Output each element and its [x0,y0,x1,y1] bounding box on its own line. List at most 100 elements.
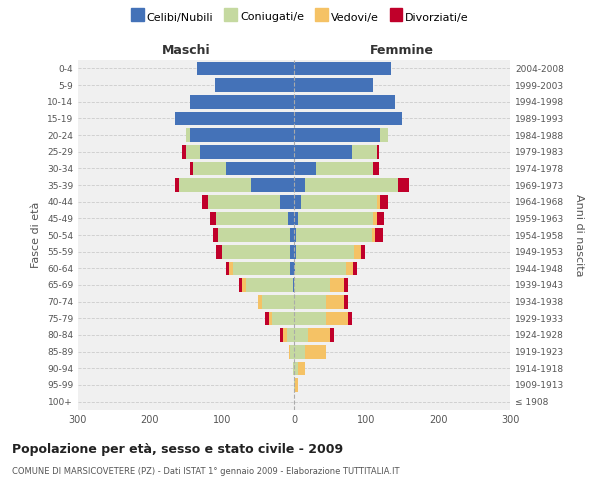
Bar [293,362,294,375]
Bar [398,178,409,192]
Text: COMUNE DI MARSICOVETERE (PZ) - Dati ISTAT 1° gennaio 2009 - Elaborazione TUTTITA: COMUNE DI MARSICOVETERE (PZ) - Dati ISTA… [12,468,400,476]
Bar [372,228,376,242]
Bar [215,78,294,92]
Bar [305,345,326,358]
Bar [344,278,348,292]
Bar [197,62,294,75]
Bar [294,195,301,208]
Bar [186,128,190,142]
Bar [330,278,344,292]
Bar [202,195,208,208]
Bar [380,195,388,208]
Bar [294,245,296,258]
Bar [175,112,294,125]
Bar [295,262,346,275]
Bar [330,328,334,342]
Bar [296,228,372,242]
Bar [294,112,402,125]
Bar [296,245,354,258]
Bar [294,162,316,175]
Bar [216,245,222,258]
Bar [294,62,391,75]
Bar [295,378,298,392]
Bar [269,312,272,325]
Bar [373,162,379,175]
Bar [377,195,380,208]
Bar [293,278,294,292]
Bar [294,278,330,292]
Bar [301,195,377,208]
Bar [283,328,287,342]
Bar [294,128,380,142]
Bar [294,228,296,242]
Bar [212,228,218,242]
Bar [305,178,398,192]
Legend: Celibi/Nubili, Coniugati/e, Vedovi/e, Divorziati/e: Celibi/Nubili, Coniugati/e, Vedovi/e, Di… [127,8,473,27]
Bar [233,262,290,275]
Bar [222,245,290,258]
Bar [380,128,388,142]
Text: Popolazione per età, sesso e stato civile - 2009: Popolazione per età, sesso e stato civil… [12,442,343,456]
Bar [298,362,305,375]
Bar [186,145,200,158]
Bar [294,95,395,108]
Bar [175,178,179,192]
Bar [272,312,294,325]
Text: Femmine: Femmine [370,44,434,57]
Bar [373,212,377,225]
Bar [229,262,233,275]
Bar [290,345,294,358]
Bar [218,228,290,242]
Bar [216,212,288,225]
Bar [326,295,344,308]
Y-axis label: Fasce di età: Fasce di età [31,202,41,268]
Bar [348,312,352,325]
Bar [193,162,226,175]
Bar [290,245,294,258]
Text: Maschi: Maschi [161,44,211,57]
Bar [226,162,294,175]
Bar [376,228,383,242]
Bar [354,245,361,258]
Bar [361,245,365,258]
Bar [294,145,352,158]
Bar [353,262,356,275]
Bar [377,212,384,225]
Bar [190,128,294,142]
Bar [294,262,295,275]
Bar [239,278,242,292]
Bar [246,278,293,292]
Bar [326,312,348,325]
Bar [294,78,373,92]
Bar [258,295,262,308]
Bar [294,328,308,342]
Bar [294,362,298,375]
Bar [377,145,379,158]
Bar [251,178,294,192]
Bar [190,162,193,175]
Bar [294,212,298,225]
Bar [190,95,294,108]
Bar [346,262,353,275]
Bar [265,312,269,325]
Bar [242,278,246,292]
Bar [294,178,305,192]
Bar [211,212,216,225]
Bar [298,212,373,225]
Bar [288,212,294,225]
Bar [280,328,283,342]
Bar [316,162,373,175]
Bar [294,378,295,392]
Bar [179,178,251,192]
Bar [280,195,294,208]
Bar [200,145,294,158]
Bar [308,328,330,342]
Y-axis label: Anni di nascita: Anni di nascita [574,194,584,276]
Bar [182,145,186,158]
Bar [226,262,229,275]
Bar [289,345,290,358]
Bar [294,345,305,358]
Bar [290,228,294,242]
Bar [344,295,348,308]
Bar [262,295,294,308]
